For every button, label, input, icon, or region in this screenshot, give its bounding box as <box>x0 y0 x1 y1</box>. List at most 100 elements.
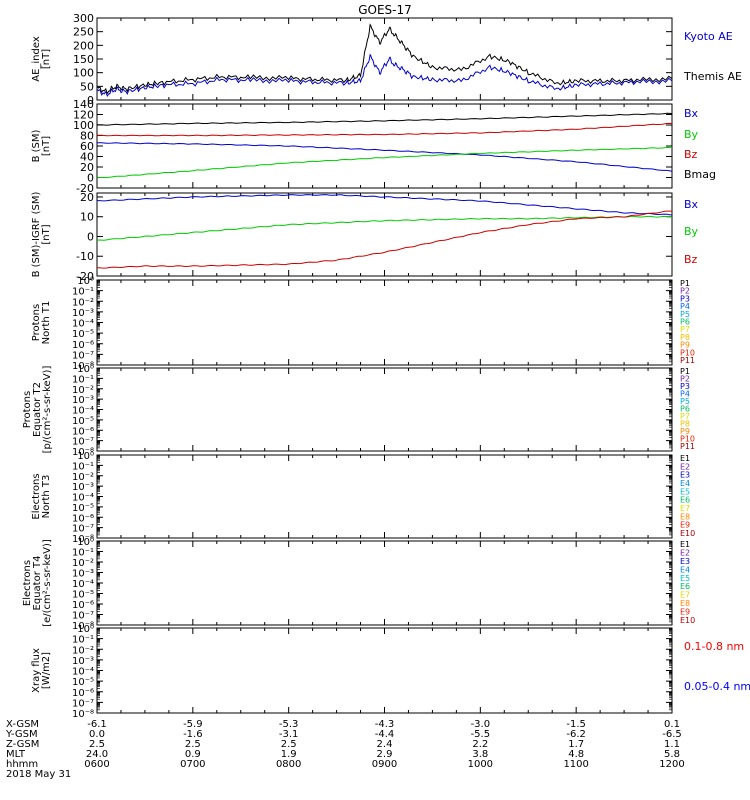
legend-item: E8 <box>680 512 690 521</box>
axis-row-value: 2.4 <box>377 739 393 750</box>
axis-row-value: 3.8 <box>472 749 488 760</box>
y-axis-label: Protons <box>22 391 33 428</box>
chart-title: GOES-17 <box>358 3 412 17</box>
x-axis-table: X-GSM -6.1 -5.9 -5.3 -4.3 -3.0 -1.5 0.1 Y-GSM 0.0… <box>5 719 685 780</box>
axis-row-value: -3.0 <box>471 719 491 730</box>
axis-row-value: 0600 <box>84 759 109 770</box>
y-tick-label: 10⁻³ <box>72 308 94 319</box>
y-tick-label: 10⁻⁴ <box>72 579 94 590</box>
y-tick-label: 10⁻² <box>72 645 94 656</box>
y-axis-label: Equator T4 <box>32 556 43 611</box>
legend-item: P7 <box>680 325 690 334</box>
legend-item: E4 <box>680 565 690 574</box>
axis-row-value: -4.3 <box>375 719 395 730</box>
y-tick-label: 10 <box>80 211 94 224</box>
y-tick-label: 100 <box>73 119 94 132</box>
y-tick-label: 60 <box>80 140 94 153</box>
legend-item: E9 <box>680 608 690 617</box>
y-tick-label: 300 <box>73 12 94 25</box>
panel-7: 10⁰10⁻¹10⁻²10⁻³10⁻⁴10⁻⁵10⁻⁶10⁻⁷10⁻⁸Elect… <box>22 537 695 632</box>
y-tick-label: 10⁻² <box>72 558 94 569</box>
y-tick-label: -10 <box>76 250 94 263</box>
y-tick-label: 10⁻⁵ <box>72 590 94 601</box>
axis-row-value: 0.1 <box>664 719 680 730</box>
y-tick-label: 20 <box>80 191 94 204</box>
legend-item: E4 <box>680 479 690 488</box>
y-tick-label: 10⁻⁷ <box>72 524 94 535</box>
y-tick-label: 80 <box>80 130 94 143</box>
series-bmag <box>96 112 673 126</box>
axis-row-value: 0.0 <box>89 729 105 740</box>
legend-item: P5 <box>680 310 690 319</box>
axis-row-value: 2.9 <box>377 749 393 760</box>
axis-row-value: 0800 <box>276 759 301 770</box>
y-tick-label: 10⁻⁶ <box>72 600 94 611</box>
legend-item: P6 <box>680 405 690 414</box>
axis-row-value: 4.8 <box>568 749 584 760</box>
y-tick-label: 10⁻⁴ <box>72 319 94 330</box>
y-axis-label: [e/(cm²-s-sr-keV)] <box>42 539 53 627</box>
legend-item: By <box>684 128 699 141</box>
axis-row-value: 2.5 <box>281 739 297 750</box>
y-tick-label: 10⁻⁵ <box>72 416 94 427</box>
legend-item: P3 <box>680 294 690 303</box>
legend-item: Bz <box>684 148 698 161</box>
panel-frame <box>96 17 673 101</box>
legend-item: P1 <box>680 367 690 376</box>
axis-row-value: -5.9 <box>183 719 203 730</box>
legend-item: P9 <box>680 427 690 436</box>
axis-row-value: -6.5 <box>662 729 682 740</box>
panel-3: -20 -10 0 10 20 B (SM)-IGRF (SM) [nT] Bx By Bz <box>31 191 699 283</box>
axis-row-value: 1200 <box>659 759 684 770</box>
legend-item: P4 <box>680 390 690 399</box>
legend-item: By <box>684 225 699 238</box>
panel-5: 10⁰10⁻¹10⁻²10⁻³10⁻⁴10⁻⁵10⁻⁶10⁻⁷10⁻⁸Proto… <box>22 364 695 458</box>
y-tick-label: 10⁻¹ <box>72 461 94 472</box>
legend-item: P8 <box>680 420 690 429</box>
y-tick-label: 10⁻⁷ <box>72 437 94 448</box>
axis-row-label: MLT <box>6 749 26 760</box>
legend-item: 0.05-0.4 nm <box>684 680 750 693</box>
y-tick-label: 120 <box>73 109 94 122</box>
y-tick-label: 10⁻⁵ <box>72 677 94 688</box>
y-axis-label: Electrons <box>22 560 33 606</box>
axis-row-value: -1.5 <box>566 719 586 730</box>
axis-row-value: -6.2 <box>566 729 586 740</box>
axis-row-value: 2.5 <box>89 739 105 750</box>
legend-item: Themis AE <box>683 70 742 83</box>
legend-item: E1 <box>680 454 690 463</box>
y-tick-label: 40 <box>80 151 94 164</box>
legend-item: E7 <box>680 591 690 600</box>
legend-item: E7 <box>680 504 690 513</box>
y-tick-label: 10⁻⁶ <box>72 340 94 351</box>
axis-row-value: 1.1 <box>664 739 680 750</box>
y-axis-label: Electrons <box>31 473 42 519</box>
y-tick-label: 10⁻⁶ <box>72 426 94 437</box>
y-tick-label: 10⁻² <box>72 385 94 396</box>
axis-row-value: 5.8 <box>664 749 680 760</box>
legend-item: Bmag <box>684 168 716 181</box>
y-tick-label: -20 <box>76 270 94 283</box>
legend-item: P8 <box>680 333 690 342</box>
legend-item: E2 <box>680 548 690 557</box>
y-tick-label: 10⁻⁸ <box>72 709 94 720</box>
y-axis-label: [nT] <box>41 49 52 69</box>
legend-item: E10 <box>680 616 695 625</box>
legend-item: P7 <box>680 412 690 421</box>
axis-row-value: -5.5 <box>471 729 491 740</box>
series-bz <box>96 210 672 269</box>
y-axis-label: [W/m2] <box>41 652 52 689</box>
panel-frame <box>96 627 673 714</box>
panel-frame <box>96 103 673 189</box>
y-tick-label: 10⁻¹ <box>72 374 94 385</box>
axis-row-value: 2.5 <box>185 739 201 750</box>
axis-row-value: 1.9 <box>281 749 297 760</box>
y-tick-label: 10⁻³ <box>72 656 94 667</box>
series-kyoto-ae <box>96 53 673 98</box>
y-tick-label: 10⁰ <box>77 364 94 375</box>
y-tick-label: 10⁻¹ <box>72 287 94 298</box>
y-tick-label: 10⁻³ <box>72 569 94 580</box>
legend-item: P9 <box>680 341 690 350</box>
